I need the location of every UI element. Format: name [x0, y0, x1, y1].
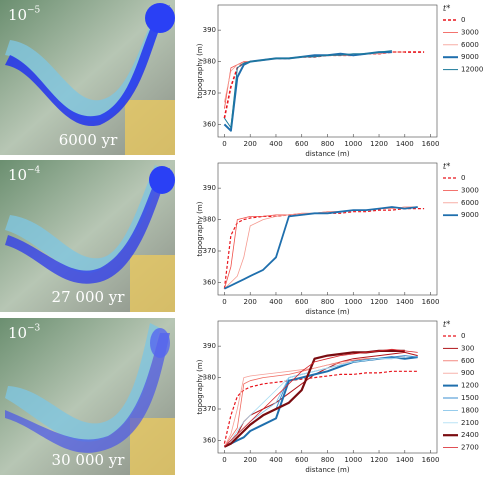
y-tick-label: 370 [203, 89, 216, 97]
legend-label: 2700 [461, 444, 479, 452]
legend-label: 12000 [461, 66, 483, 74]
plot-frame [217, 4, 438, 138]
x-tick-label: 1600 [422, 456, 440, 464]
y-axis-label: topography (m) [196, 201, 204, 256]
y-tick-label: 390 [203, 26, 216, 34]
legend-label: 1200 [461, 382, 479, 390]
legend-label: 3000 [461, 28, 479, 36]
x-tick-label: 1600 [422, 298, 440, 306]
legend-label: 1800 [461, 406, 479, 414]
series-line [223, 349, 405, 448]
scale-exponent: −3 [27, 324, 41, 334]
series-line [224, 348, 418, 447]
legend-label: 0 [461, 174, 465, 182]
legend-title: t* [443, 320, 450, 329]
series-line [224, 51, 405, 103]
y-tick-label: 360 [203, 278, 216, 286]
scale-exponent: −4 [27, 166, 41, 176]
x-axis-label: distance (m) [305, 150, 349, 158]
series-line [224, 206, 418, 290]
x-tick-label: 1000 [344, 298, 362, 306]
x-tick-label: 1400 [396, 298, 414, 306]
y-tick-label: 370 [203, 247, 216, 255]
x-tick-label: 400 [269, 140, 282, 148]
legend-label: 6000 [461, 41, 479, 49]
time-label: 30 000 yr [52, 451, 126, 469]
scale-exponent: −5 [27, 6, 41, 16]
x-tick-label: 1400 [396, 140, 414, 148]
scale-base: 10 [8, 6, 27, 24]
series-line [224, 206, 418, 289]
y-tick-label: 360 [203, 436, 216, 444]
x-tick-label: 600 [295, 456, 308, 464]
x-axis-label: distance (m) [305, 466, 349, 474]
x-tick-label: 1200 [370, 140, 388, 148]
legend-label: 2100 [461, 419, 479, 427]
x-tick-label: 200 [244, 298, 257, 306]
x-axis-label: distance (m) [305, 308, 349, 316]
x-tick-label: 1000 [344, 140, 362, 148]
x-tick-label: 1000 [344, 456, 362, 464]
legend-label: 1500 [461, 394, 479, 402]
y-tick-label: 390 [203, 184, 216, 192]
x-tick-label: 800 [321, 140, 334, 148]
legend-label: 3000 [461, 186, 479, 194]
x-tick-label: 1600 [422, 140, 440, 148]
y-tick-label: 390 [203, 342, 216, 350]
x-tick-label: 200 [244, 456, 257, 464]
series-line [223, 370, 418, 444]
legend-label: 0 [461, 332, 465, 340]
y-tick-label: 380 [203, 374, 216, 382]
x-tick-label: 400 [269, 298, 282, 306]
x-tick-label: 1200 [370, 298, 388, 306]
map [0, 160, 175, 312]
x-tick-label: 1400 [396, 456, 414, 464]
y-tick-label: 360 [203, 120, 216, 128]
x-tick-label: 800 [321, 456, 334, 464]
x-tick-label: 600 [295, 298, 308, 306]
series-line [224, 355, 418, 448]
legend-title: t* [443, 4, 450, 13]
legend-label: 0 [461, 16, 465, 24]
legend-label: 600 [461, 357, 474, 365]
map [0, 0, 175, 155]
series-line [224, 356, 405, 447]
scale-base: 10 [8, 324, 27, 342]
series-line [224, 356, 405, 447]
legend-label: 6000 [461, 199, 479, 207]
y-axis-label: topography (m) [196, 43, 204, 98]
scale-base: 10 [8, 166, 27, 184]
x-tick-label: 800 [321, 298, 334, 306]
x-tick-label: 600 [295, 140, 308, 148]
x-tick-label: 400 [269, 456, 282, 464]
legend-label: 900 [461, 369, 474, 377]
y-axis-label: topography (m) [196, 359, 204, 414]
series-line [223, 208, 425, 289]
legend-label: 9000 [461, 211, 479, 219]
y-tick-label: 380 [203, 216, 216, 224]
x-tick-label: 200 [244, 140, 257, 148]
x-tick-label: 0 [222, 298, 226, 306]
x-tick-label: 0 [222, 140, 226, 148]
maps [0, 0, 175, 475]
series-line [224, 206, 418, 289]
legend-label: 300 [461, 344, 474, 352]
map [0, 318, 175, 475]
y-tick-label: 370 [203, 405, 216, 413]
y-tick-label: 380 [203, 58, 216, 66]
series-line [223, 356, 418, 448]
x-tick-label: 0 [222, 456, 226, 464]
legend-title: t* [443, 162, 450, 171]
legend-label: 2400 [461, 431, 479, 439]
x-tick-label: 1200 [370, 456, 388, 464]
legend-label: 9000 [461, 53, 479, 61]
time-label: 27 000 yr [52, 288, 126, 306]
series-line [224, 356, 405, 447]
series-line [223, 50, 392, 129]
series-line [223, 51, 392, 132]
time-label: 6000 yr [59, 131, 118, 149]
series-line [224, 356, 405, 447]
